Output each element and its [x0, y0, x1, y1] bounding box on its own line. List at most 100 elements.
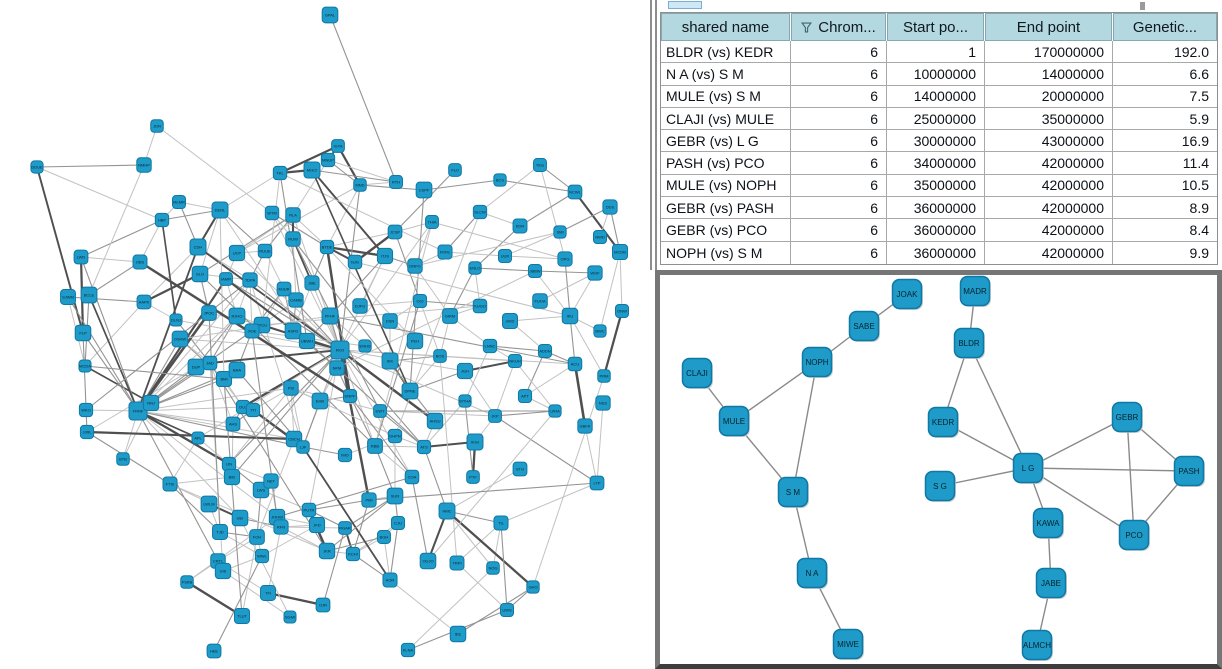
- graph-edge[interactable]: [524, 363, 576, 397]
- node-shape[interactable]: [296, 440, 310, 454]
- node-shape[interactable]: [206, 643, 222, 659]
- graph-edge[interactable]: [186, 516, 278, 583]
- node-shape[interactable]: [330, 340, 350, 360]
- node-shape[interactable]: [345, 546, 361, 562]
- graph-node[interactable]: HMC: [438, 502, 456, 520]
- graph-edge[interactable]: [161, 209, 221, 221]
- node-shape[interactable]: [561, 307, 579, 325]
- graph-edge[interactable]: [326, 536, 385, 552]
- graph-node[interactable]: JPOC: [201, 305, 217, 321]
- graph-node[interactable]: NOG: [486, 561, 500, 575]
- node-shape[interactable]: [953, 327, 985, 359]
- graph-edge[interactable]: [339, 221, 433, 351]
- node-shape[interactable]: [381, 352, 399, 370]
- node-shape[interactable]: [367, 438, 383, 454]
- graph-edge[interactable]: [137, 410, 295, 440]
- graph-edge[interactable]: [423, 441, 476, 448]
- cell-value[interactable]: 10.5: [1113, 174, 1217, 198]
- cell-value[interactable]: 9.9: [1113, 241, 1217, 264]
- graph-node[interactable]: WKO: [78, 402, 94, 418]
- cell-value[interactable]: 42000000: [985, 197, 1113, 220]
- node-shape[interactable]: [390, 515, 406, 531]
- node-shape[interactable]: [512, 218, 528, 234]
- table-row[interactable]: GEBR (vs) L G 6 30000000 43000000 16.9: [661, 130, 1217, 153]
- graph-node[interactable]: DNPF: [342, 388, 358, 404]
- graph-edge[interactable]: [327, 159, 397, 183]
- node-shape[interactable]: [132, 254, 148, 270]
- node-shape[interactable]: [172, 195, 186, 209]
- graph-edge[interactable]: [67, 296, 139, 412]
- graph-edge[interactable]: [219, 172, 281, 211]
- node-shape[interactable]: [361, 492, 377, 508]
- node-shape[interactable]: [587, 265, 603, 281]
- graph-edge[interactable]: [156, 125, 273, 214]
- graph-edge[interactable]: [539, 164, 566, 260]
- node-shape[interactable]: [533, 158, 547, 172]
- graph-node[interactable]: OJR: [315, 597, 331, 613]
- graph-node[interactable]: KDR: [512, 218, 528, 234]
- node-shape[interactable]: [433, 349, 447, 363]
- graph-node[interactable]: NJG: [347, 254, 363, 270]
- graph-edge[interactable]: [596, 402, 604, 484]
- graph-node-GEBR[interactable]: GEBR: [1111, 401, 1144, 434]
- node-shape[interactable]: [387, 224, 403, 240]
- graph-node[interactable]: JGH: [456, 362, 474, 380]
- column-header-genetic---[interactable]: Genetic...: [1113, 13, 1217, 41]
- graph-edge[interactable]: [534, 270, 596, 274]
- graph-node[interactable]: DSR: [382, 313, 398, 329]
- node-shape[interactable]: [442, 308, 458, 324]
- node-shape[interactable]: [298, 332, 316, 350]
- node-shape[interactable]: [321, 307, 339, 325]
- graph-node[interactable]: AHS: [225, 416, 241, 432]
- node-shape[interactable]: [437, 244, 453, 260]
- graph-edge[interactable]: [532, 375, 605, 588]
- graph-edge-LG-PASH[interactable]: [1027, 467, 1190, 472]
- graph-edge[interactable]: [86, 430, 295, 441]
- node-shape[interactable]: [376, 247, 394, 265]
- node-shape[interactable]: [493, 173, 507, 187]
- node-shape[interactable]: [308, 516, 326, 534]
- graph-node[interactable]: CDH: [189, 238, 207, 256]
- node-shape[interactable]: [228, 244, 246, 262]
- node-shape[interactable]: [1118, 519, 1150, 551]
- graph-edge[interactable]: [209, 349, 341, 364]
- node-shape[interactable]: [472, 204, 488, 220]
- graph-node[interactable]: KCHI: [345, 546, 361, 562]
- node-shape[interactable]: [318, 542, 336, 560]
- graph-edge[interactable]: [326, 184, 361, 248]
- node-shape[interactable]: [1032, 507, 1064, 539]
- graph-edge[interactable]: [326, 246, 416, 342]
- node-shape[interactable]: [1021, 629, 1053, 661]
- graph-edge[interactable]: [302, 446, 391, 581]
- node-shape[interactable]: [319, 239, 335, 255]
- table-row[interactable]: N A (vs) S M 6 10000000 14000000 6.6: [661, 63, 1217, 86]
- graph-edge[interactable]: [446, 468, 521, 512]
- cell-value[interactable]: 34000000: [887, 152, 985, 175]
- graph-node[interactable]: CJU: [390, 515, 406, 531]
- node-shape[interactable]: [526, 580, 540, 594]
- graph-edge[interactable]: [444, 251, 506, 257]
- graph-edge[interactable]: [519, 191, 576, 227]
- node-shape[interactable]: [116, 452, 130, 466]
- graph-edge[interactable]: [329, 255, 386, 317]
- graph-node[interactable]: SMI: [553, 225, 567, 239]
- node-shape[interactable]: [507, 353, 523, 369]
- graph-node[interactable]: ITJS: [376, 247, 394, 265]
- node-shape[interactable]: [832, 628, 864, 660]
- graph-node[interactable]: JDN: [150, 119, 164, 133]
- graph-edge[interactable]: [169, 437, 199, 485]
- node-shape[interactable]: [419, 552, 437, 570]
- node-shape[interactable]: [212, 524, 228, 540]
- graph-node[interactable]: JFD: [308, 516, 326, 534]
- graph-edge[interactable]: [504, 231, 561, 257]
- graph-edge-NOPH-SM[interactable]: [792, 361, 818, 493]
- graph-node[interactable]: WTHA: [458, 394, 472, 408]
- graph-node[interactable]: BMI: [215, 370, 233, 388]
- graph-node[interactable]: DHPN: [387, 428, 403, 444]
- graph-edge[interactable]: [169, 476, 233, 485]
- node-shape[interactable]: [304, 275, 320, 291]
- graph-edge[interactable]: [456, 522, 502, 564]
- graph-edge[interactable]: [329, 14, 397, 183]
- graph-edge[interactable]: [352, 522, 399, 555]
- node-shape[interactable]: [382, 572, 398, 588]
